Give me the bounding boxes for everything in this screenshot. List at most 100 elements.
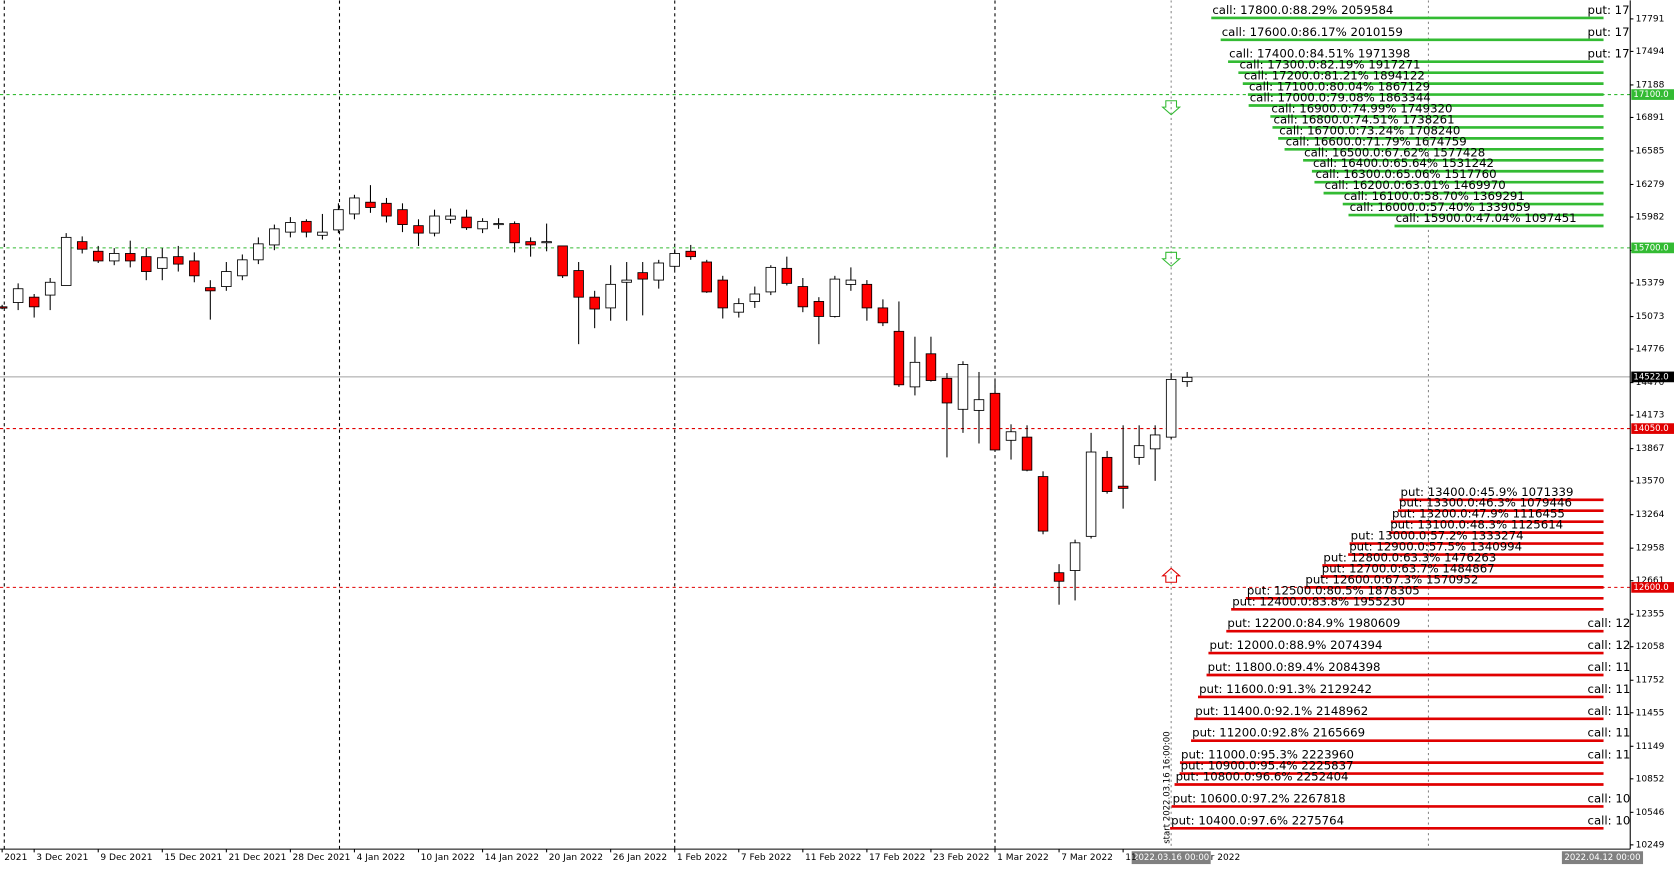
candle-body (205, 287, 216, 292)
candle-body (92, 250, 104, 262)
y-tick-label: 17791 (1636, 14, 1665, 24)
start-label: start 2022.03.16 16:00:00 (1162, 731, 1172, 843)
option-label: call: 17200.0:81.21% 1894122 (1244, 69, 1425, 83)
option-right-label: call: 12 (1588, 616, 1631, 630)
option-right-label: call: 11 (1588, 660, 1631, 674)
option-label: put: 12900.0:57.5% 1340994 (1349, 540, 1522, 554)
candle-body (1085, 451, 1097, 537)
level-label: 17100.0 (1633, 90, 1668, 100)
y-tick-label: 13264 (1636, 510, 1665, 520)
level-box (1631, 423, 1674, 434)
candle-body (461, 216, 472, 229)
option-label: call: 17300.0:82.19% 1917271 (1239, 58, 1420, 72)
y-tick-label: 12661 (1636, 576, 1665, 586)
y-tick-label: 14776 (1636, 345, 1665, 355)
candle-body (221, 271, 232, 287)
candle-body (797, 286, 809, 308)
option-label: call: 16900.0:74.99% 1749320 (1271, 101, 1452, 115)
option-label: call: 16300.0:65.06% 1517760 (1316, 167, 1497, 181)
level-box (1631, 242, 1674, 254)
option-label: call: 16800.0:74.51% 1738261 (1274, 112, 1455, 126)
current-price-box (1631, 371, 1674, 383)
option-right-label: call: 11 (1588, 704, 1631, 718)
candle-body (173, 256, 184, 265)
option-label: put: 13400.0:45.9% 1071339 (1401, 485, 1574, 499)
option-label: call: 17800.0:88.29% 2059584 (1212, 3, 1393, 17)
candle-body (1133, 445, 1145, 458)
option-label: put: 11600.0:91.3% 2129242 (1199, 682, 1372, 696)
up-arrow (1161, 567, 1182, 583)
option-right-label: put: 17 (1588, 3, 1630, 17)
y-tick-label: 17188 (1636, 80, 1665, 90)
y-tick-label: 16279 (1636, 180, 1665, 190)
candle-body (941, 377, 953, 404)
candle-body (557, 245, 568, 277)
option-label: put: 10600.0:97.2% 2267818 (1173, 791, 1346, 805)
y-tick-label: 12958 (1636, 544, 1665, 554)
candle-body (1021, 436, 1033, 471)
option-label: put: 12000.0:88.9% 2074394 (1210, 638, 1383, 652)
candle-body (253, 243, 264, 261)
time-box-label: 2022.03.16 00:00 (1133, 853, 1209, 863)
candle-body (637, 272, 648, 280)
time-box (1131, 851, 1211, 865)
y-tick-label: 12355 (1636, 610, 1665, 620)
candle-body (669, 253, 680, 267)
candle-body (157, 257, 168, 269)
option-label: put: 13200.0:47.9% 1116455 (1392, 507, 1565, 521)
x-tick-label: 23 Feb 2022 (933, 853, 989, 863)
candle-body (749, 293, 761, 302)
candle-body (733, 303, 745, 313)
option-right-label: call: 10 (1588, 791, 1631, 805)
candle-body (60, 236, 72, 286)
y-tick-label: 16891 (1636, 113, 1665, 123)
option-right-label: call: 11 (1588, 748, 1631, 762)
level-label: 14050.0 (1633, 424, 1668, 434)
option-label: put: 12700.0:63.7% 1484867 (1322, 561, 1495, 575)
y-tick-label: 16585 (1636, 146, 1665, 156)
candle-body (589, 296, 600, 310)
candle-body (1165, 378, 1177, 438)
candle-body (1037, 476, 1049, 532)
down-arrow (1161, 100, 1182, 116)
candle-body (813, 301, 825, 317)
option-label: call: 17600.0:86.17% 2010159 (1222, 25, 1403, 39)
x-tick-label: 26 Jan 2022 (613, 853, 667, 863)
option-right-label: call: 12 (1588, 638, 1631, 652)
x-tick-label: 28 Dec 2021 (293, 853, 351, 863)
y-tick-label: 13570 (1636, 477, 1665, 487)
candle-body (781, 267, 793, 284)
candle-body (12, 288, 24, 303)
y-tick-label: 15379 (1636, 279, 1665, 289)
y-tick-label: 10852 (1636, 774, 1665, 784)
y-tick-label: 11149 (1636, 742, 1665, 752)
x-tick-label: 4 Jan 2022 (357, 853, 406, 863)
candle-body (829, 278, 841, 317)
option-label: put: 13100.0:48.3% 1125614 (1390, 518, 1563, 532)
candle-body (861, 283, 873, 309)
candle-body (845, 279, 857, 285)
option-label: put: 10900.0:95.4% 2225837 (1181, 759, 1354, 773)
option-label: call: 15900.0:47.04% 1097451 (1396, 211, 1577, 225)
candle-body (0, 306, 8, 309)
candle-body (701, 261, 712, 293)
option-label: put: 12200.0:84.9% 1980609 (1227, 616, 1400, 630)
candle-body (397, 209, 408, 225)
option-label: call: 16500.0:67.62% 1577428 (1304, 145, 1485, 159)
option-label: put: 10800.0:96.6% 2252404 (1176, 770, 1349, 784)
candle-body (44, 281, 56, 296)
y-tick-label: 11752 (1636, 676, 1665, 686)
option-label: put: 12600.0:67.3% 1570952 (1305, 572, 1478, 586)
candle-body (877, 307, 889, 324)
candle-body (365, 201, 376, 208)
x-tick-label: 1 Feb 2022 (677, 853, 728, 863)
candle-body (28, 296, 40, 308)
option-label: call: 17000.0:79.08% 1863344 (1250, 91, 1431, 105)
x-tick-label: 10 Jan 2022 (421, 853, 475, 863)
option-label: put: 11800.0:89.4% 2084398 (1208, 660, 1381, 674)
option-right-label: put: 17 (1588, 47, 1630, 61)
candle-body (493, 223, 504, 226)
y-tick-label: 14470 (1636, 378, 1665, 388)
